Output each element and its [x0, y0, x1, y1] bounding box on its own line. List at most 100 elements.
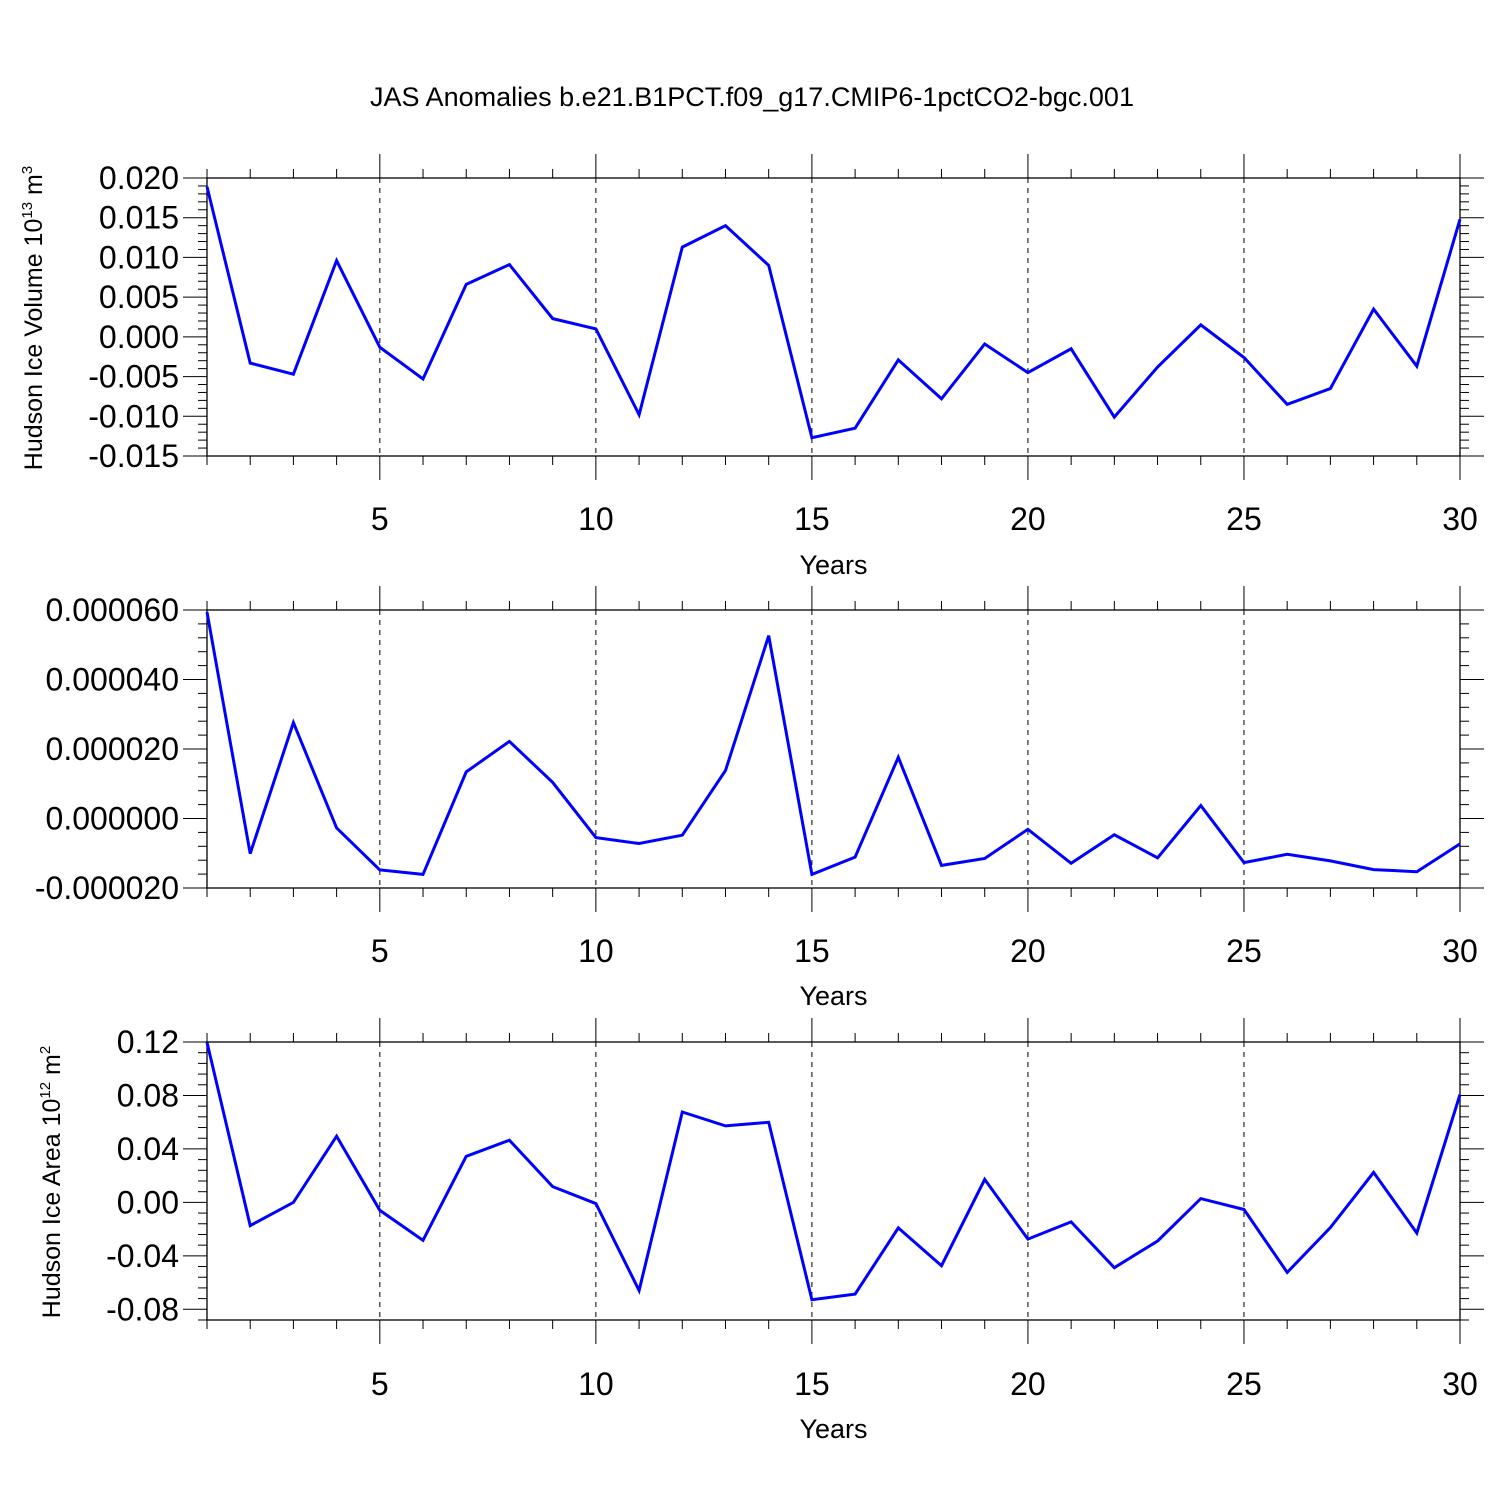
data-point: [1112, 833, 1116, 837]
y-tick-label: 0.005: [99, 279, 179, 315]
data-point: [1328, 1226, 1332, 1230]
x-tick-label: 10: [578, 933, 614, 969]
series-line-2: [205, 611, 1461, 877]
data-point: [1156, 856, 1160, 860]
data-point: [1026, 827, 1030, 831]
x-tick-label: 15: [794, 1366, 830, 1402]
data-point: [464, 1154, 468, 1158]
data-point: [940, 863, 944, 867]
y-axis-label-superscript: 2: [37, 1046, 54, 1054]
y-tick-label: -0.015: [88, 438, 179, 474]
y-tick-label: 0.000040: [46, 662, 179, 698]
data-point: [335, 259, 339, 263]
data-point: [205, 610, 209, 614]
x-tick-label: 5: [371, 933, 389, 969]
x-tick-label: 30: [1442, 501, 1478, 537]
data-point: [1026, 1237, 1030, 1241]
data-point: [810, 1298, 814, 1302]
data-point: [1199, 804, 1203, 808]
data-point: [810, 872, 814, 876]
x-tick-label: 5: [371, 501, 389, 537]
data-point: [1415, 870, 1419, 874]
data-point: [291, 372, 295, 376]
data-point: [335, 826, 339, 830]
x-tick-label: 15: [794, 501, 830, 537]
data-point: [464, 282, 468, 286]
data-point: [896, 358, 900, 362]
data-point: [1372, 868, 1376, 872]
x-tick-label: 30: [1442, 933, 1478, 969]
data-point: [723, 224, 727, 228]
data-point: [1242, 1207, 1246, 1211]
data-point: [378, 868, 382, 872]
x-axis-label: Years: [799, 1414, 867, 1444]
x-axis-label: Years: [799, 981, 867, 1011]
y-tick-label: 0.08: [117, 1077, 179, 1113]
y-axis-label: Hudson Ice Volume 1013 m3: [19, 166, 48, 470]
data-point: [335, 1134, 339, 1138]
data-point: [1458, 217, 1462, 221]
series-line-3: [205, 1041, 1462, 1302]
data-point: [594, 836, 598, 840]
data-point: [248, 852, 252, 856]
data-point: [551, 317, 555, 321]
data-point: [637, 842, 641, 846]
y-tick-label: 0.000020: [46, 731, 179, 767]
data-point: [680, 1110, 684, 1114]
x-tick-label: 20: [1010, 1366, 1046, 1402]
x-axis-label: Years: [799, 550, 867, 580]
data-point: [507, 263, 511, 267]
y-tick-label: -0.000020: [35, 870, 179, 906]
data-point: [940, 1264, 944, 1268]
data-point: [1372, 307, 1376, 311]
y-tick-label: 0.000000: [46, 801, 179, 837]
data-point: [723, 1124, 727, 1128]
plot-frame: [206, 1041, 1461, 1321]
data-point: [723, 769, 727, 773]
x-tick-label: 20: [1010, 933, 1046, 969]
data-point: [507, 1138, 511, 1142]
x-tick-label: 10: [578, 1366, 614, 1402]
data-point: [637, 413, 641, 417]
data-point: [551, 780, 555, 784]
data-point: [983, 1177, 987, 1181]
data-point: [291, 721, 295, 725]
data-point: [1415, 364, 1419, 368]
y-tick-label: 0.00: [117, 1184, 179, 1220]
y-axis-label-superscript: 13: [19, 202, 36, 219]
x-tick-label: 30: [1442, 1366, 1478, 1402]
x-tick-label: 25: [1226, 501, 1262, 537]
panel-3: 5 10 15 20 25 30 0.12 0.08 0.04 0.00 -0.04 -0.08 Yea…: [37, 1018, 1484, 1444]
y-tick-label: -0.005: [88, 359, 179, 395]
data-point: [507, 739, 511, 743]
data-point: [248, 361, 252, 365]
y-tick-label: 0.020: [99, 160, 179, 196]
data-point: [1156, 365, 1160, 369]
data-point: [1372, 1170, 1376, 1174]
data-point: [1458, 1093, 1462, 1097]
data-point: [853, 855, 857, 859]
data-point: [1026, 371, 1030, 375]
data-point: [1285, 402, 1289, 406]
data-point: [1285, 1270, 1289, 1274]
y-axis-label-part: Hudson Ice Volume 10: [20, 219, 48, 471]
data-point: [1112, 415, 1116, 419]
data-point: [1112, 1266, 1116, 1270]
chart-title: JAS Anomalies b.e21.B1PCT.f09_g17.CMIP6-…: [370, 82, 1134, 112]
data-point: [378, 1208, 382, 1212]
data-point: [853, 426, 857, 430]
x-tick-label: 25: [1226, 1366, 1262, 1402]
y-tick-label: -0.010: [88, 398, 179, 434]
y-tick-label: 0.015: [99, 200, 179, 236]
data-point: [896, 1226, 900, 1230]
x-tick-label: 5: [371, 1366, 389, 1402]
y-axis-label-superscript: 3: [19, 166, 36, 174]
data-point: [1328, 386, 1332, 390]
y-axis-label-part: m: [38, 1054, 66, 1082]
data-point: [1199, 1197, 1203, 1201]
plot-frame: [206, 177, 1461, 457]
data-point: [940, 397, 944, 401]
data-point: [1285, 852, 1289, 856]
x-tick-label: 15: [794, 933, 830, 969]
